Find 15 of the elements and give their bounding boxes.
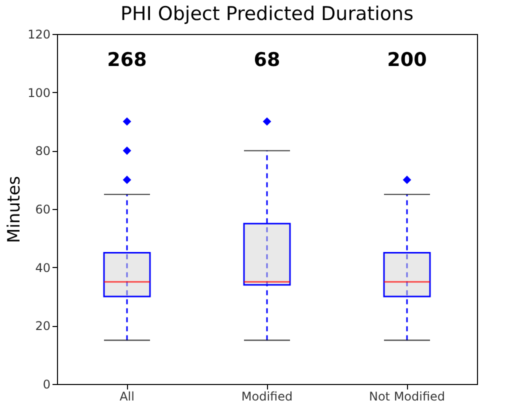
y-tick-label: 80 xyxy=(35,144,50,158)
y-tick-label: 60 xyxy=(35,202,50,216)
annotation: 268 xyxy=(107,49,147,71)
annotation: 68 xyxy=(254,49,280,71)
y-tick-label: 100 xyxy=(28,86,50,100)
y-tick-label: 0 xyxy=(42,378,50,392)
x-tick-label: Not Modified xyxy=(368,390,446,404)
chart-title: PHI Object Predicted Durations xyxy=(120,3,414,25)
annotation: 200 xyxy=(387,49,427,71)
y-tick-label: 20 xyxy=(35,319,50,334)
y-tick-label: 40 xyxy=(35,260,50,275)
x-tick-label: All xyxy=(120,390,134,404)
y-tick-label: 120 xyxy=(28,28,50,42)
x-tick-label: Modified xyxy=(241,390,293,404)
y-axis-title: Minutes xyxy=(4,176,25,243)
